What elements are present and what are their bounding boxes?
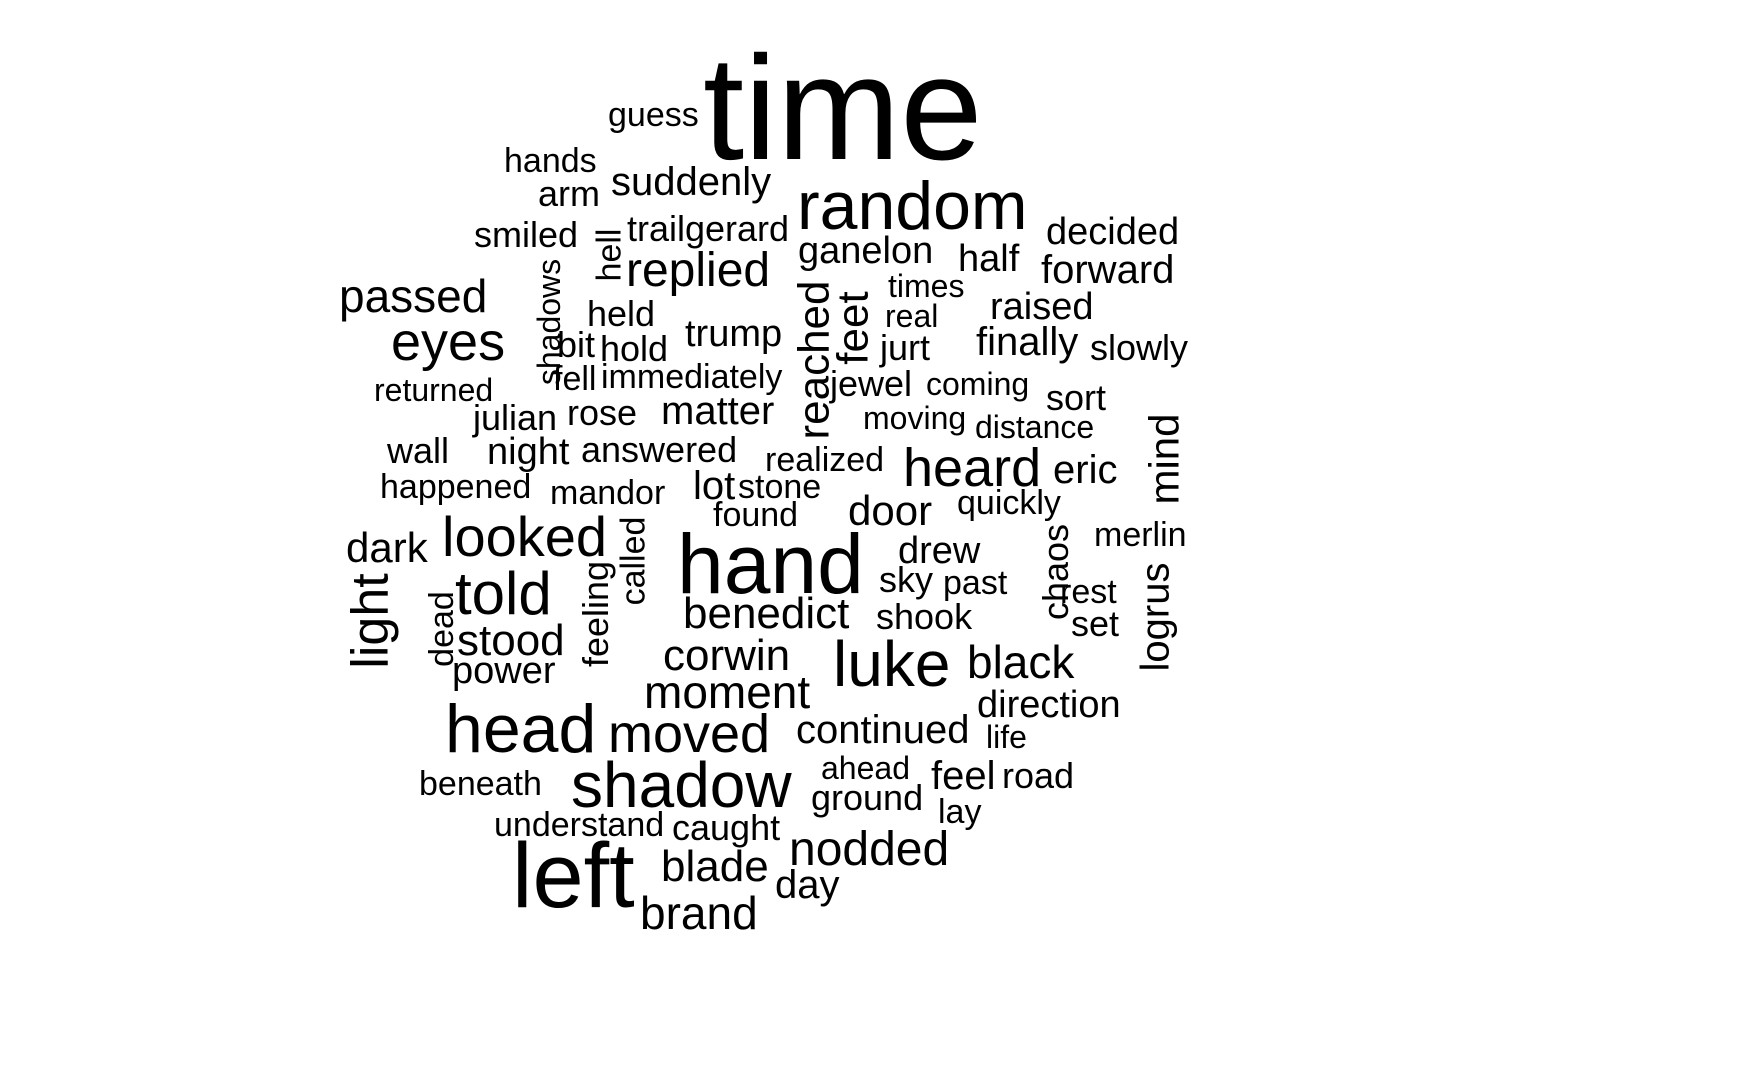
word: passed (339, 270, 488, 322)
word: jurt (880, 327, 931, 368)
word: forward (1041, 248, 1175, 292)
word: immediately (601, 358, 783, 396)
word: times (888, 268, 965, 304)
word: lay (938, 793, 982, 831)
word: hell (590, 228, 629, 282)
word: answered (581, 429, 738, 470)
word: trailgerard (627, 208, 790, 249)
word: raised (990, 286, 1094, 328)
word: rose (567, 392, 638, 433)
word: jewel (830, 363, 913, 404)
word: slowly (1090, 327, 1189, 368)
word: found (713, 496, 799, 534)
word: mind (1140, 413, 1188, 505)
word: lot (693, 464, 736, 508)
word: realized (765, 441, 885, 479)
word: black (967, 636, 1075, 688)
word: merlin (1094, 516, 1187, 554)
word: moved (608, 704, 771, 764)
word: feet (828, 291, 878, 365)
word: finally (976, 320, 1079, 364)
word: wall (387, 430, 450, 471)
word: feel (931, 754, 996, 798)
word: beneath (419, 765, 542, 803)
word: night (487, 431, 570, 473)
word: blade (661, 842, 769, 891)
word: feeling (575, 560, 617, 668)
word: distance (975, 409, 1095, 445)
word: logrus (1133, 562, 1178, 672)
word: held (587, 293, 656, 334)
word: sky (879, 559, 933, 600)
word: returned (374, 372, 494, 408)
word: suddenly (611, 160, 772, 204)
word: power (452, 650, 556, 692)
word: heard (903, 438, 1042, 498)
word: eyes (391, 312, 506, 372)
word: nodded (789, 823, 950, 876)
word: real (885, 298, 939, 334)
word: hold (600, 328, 669, 369)
word: moment (644, 666, 811, 718)
word: door (848, 487, 933, 534)
word: life (986, 719, 1027, 755)
word: head (445, 691, 597, 767)
word: half (958, 238, 1020, 280)
word: random (797, 168, 1028, 244)
word: ahead (821, 750, 910, 786)
word: bit (557, 324, 596, 365)
word: luke (833, 628, 951, 700)
word: light (341, 573, 400, 669)
word: told (455, 560, 552, 627)
word: quickly (957, 484, 1061, 522)
word: guess (608, 96, 699, 134)
word: shadow (571, 749, 792, 821)
word: brand (640, 887, 758, 939)
word: replied (626, 244, 771, 297)
word: arm (538, 173, 600, 214)
word: julian (473, 397, 558, 438)
word: stone (738, 468, 822, 506)
word: stood (457, 616, 565, 665)
word: dark (346, 524, 428, 571)
word: understand (494, 806, 665, 844)
word: direction (977, 684, 1121, 726)
word: mandor (550, 474, 666, 512)
word: rest (1060, 573, 1117, 611)
word: called (614, 516, 653, 606)
word: eric (1053, 448, 1118, 492)
word: ground (811, 777, 924, 818)
word: left (512, 825, 635, 927)
word: drew (898, 530, 981, 572)
word: shook (876, 596, 973, 637)
word: time (703, 26, 983, 191)
word: sort (1046, 377, 1107, 418)
word: benedict (683, 589, 850, 638)
word: hands (504, 142, 597, 180)
word: day (775, 863, 840, 907)
word: moving (863, 400, 967, 436)
word: matter (661, 389, 775, 433)
word: smiled (474, 214, 579, 255)
word: decided (1046, 211, 1180, 253)
word: hand (677, 517, 864, 611)
word: road (1002, 755, 1075, 796)
word: past (943, 564, 1008, 602)
word: looked (442, 505, 608, 568)
word: continued (796, 708, 970, 752)
word: set (1071, 603, 1120, 644)
word: corwin (663, 631, 791, 680)
word: trump (685, 313, 783, 355)
word: caught (672, 807, 781, 848)
word: happened (380, 468, 532, 506)
word: fell (553, 360, 597, 398)
word: ganelon (798, 230, 934, 272)
word: coming (926, 366, 1030, 402)
